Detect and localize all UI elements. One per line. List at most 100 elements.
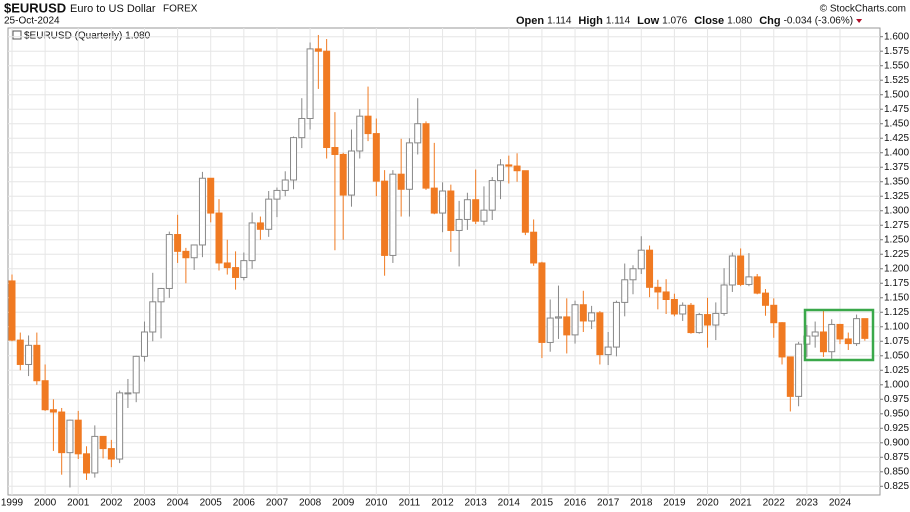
y-tick-label: 1.150: [884, 292, 909, 303]
x-tick-label: 2018: [630, 498, 653, 509]
change-arrow: [856, 19, 863, 23]
y-tick-label: 0.850: [884, 466, 909, 477]
x-tick-label: 2001: [67, 498, 90, 509]
x-tick-label: 1999: [1, 498, 24, 509]
candle-body: [430, 187, 438, 214]
candle-body: [149, 301, 157, 333]
y-tick-label: 0.925: [884, 423, 909, 434]
candle-body: [455, 218, 463, 231]
summary-label: Close: [694, 15, 724, 27]
x-tick-label: 2000: [34, 498, 57, 509]
y-tick-label: 1.200: [884, 263, 909, 274]
x-tick-label: 2016: [564, 498, 587, 509]
candle-body: [83, 453, 91, 474]
candle-body: [256, 222, 264, 230]
candle-body: [356, 115, 364, 152]
candle-body: [207, 177, 215, 214]
candle-body: [364, 115, 372, 135]
candle-body: [107, 448, 115, 460]
y-tick-label: 1.550: [884, 60, 909, 71]
candle-body: [853, 318, 861, 345]
candle-body: [339, 153, 347, 196]
y-tick-label: 1.575: [884, 46, 909, 57]
candle-body: [99, 435, 107, 450]
candle-body: [132, 355, 140, 394]
candle-body: [397, 173, 405, 190]
candle-body: [25, 344, 33, 365]
candle-body: [554, 316, 562, 319]
candle-body: [654, 286, 662, 293]
candle-body: [786, 356, 794, 397]
candle-body: [670, 298, 678, 315]
y-tick-label: 0.825: [884, 481, 909, 492]
credit: © StockCharts.com: [820, 4, 906, 15]
summary-value: -0.034 (-3.06%): [784, 16, 853, 27]
y-tick-label: 1.525: [884, 75, 909, 86]
candle-body: [140, 331, 148, 357]
candle-body: [198, 177, 206, 246]
y-tick-label: 1.225: [884, 249, 909, 260]
summary-value: 1.114: [547, 16, 572, 27]
y-tick-label: 1.400: [884, 147, 909, 158]
candle-body: [778, 322, 786, 358]
x-tick-label: 2023: [796, 498, 819, 509]
candle-body: [770, 304, 778, 324]
candle-body: [124, 392, 132, 395]
candle-body: [604, 346, 612, 356]
candle-body: [389, 173, 397, 256]
candle-body: [596, 312, 604, 356]
y-tick-label: 1.000: [884, 379, 909, 390]
candle-body: [513, 165, 521, 172]
y-tick-label: 1.125: [884, 307, 909, 318]
summary-label: High: [578, 15, 603, 27]
legend-icon: [12, 30, 22, 40]
candle-body: [273, 189, 281, 200]
candle-body: [637, 249, 645, 270]
candle-body: [182, 250, 190, 259]
candle-body: [505, 164, 513, 167]
candle-body: [687, 304, 695, 334]
candle-body: [190, 244, 198, 259]
summary-value: 1.080: [727, 16, 752, 27]
candle-body: [811, 331, 819, 337]
x-tick-label: 2014: [498, 498, 521, 509]
y-tick-label: 1.500: [884, 89, 909, 100]
x-tick-label: 2020: [696, 498, 719, 509]
y-tick-label: 1.175: [884, 278, 909, 289]
x-tick-label: 2013: [465, 498, 488, 509]
highlight-box: [803, 308, 875, 362]
candle-body: [74, 419, 82, 455]
candle-body: [828, 323, 836, 353]
y-tick-label: 1.375: [884, 162, 909, 173]
summary: Open 1.114 High 1.114 Low 1.076 Close 1.080 Chg -…: [516, 15, 863, 27]
candle-body: [497, 164, 505, 182]
y-tick-label: 1.425: [884, 133, 909, 144]
candle-body: [588, 312, 596, 322]
candle-body: [745, 276, 753, 285]
y-tick-label: 1.275: [884, 220, 909, 231]
candle-body: [612, 301, 620, 348]
candle-body: [546, 317, 554, 343]
candle-body: [836, 323, 844, 340]
x-tick-label: 2004: [166, 498, 189, 509]
candle-body: [439, 190, 447, 214]
y-tick-label: 0.975: [884, 394, 909, 405]
candle-body: [306, 48, 314, 119]
x-tick-label: 2005: [200, 498, 223, 509]
exchange: FOREX: [163, 4, 198, 15]
y-tick-label: 1.025: [884, 365, 909, 376]
summary-value: 1.076: [662, 16, 687, 27]
candle-body: [16, 339, 24, 365]
x-tick-label: 2006: [233, 498, 256, 509]
candle-body: [695, 314, 703, 334]
y-tick-label: 1.600: [884, 31, 909, 42]
candle-body: [463, 199, 471, 220]
candle-body: [265, 198, 273, 230]
summary-label: Open: [516, 15, 544, 27]
date: 25-Oct-2024: [4, 16, 60, 27]
candle-body: [571, 304, 579, 336]
candle-body: [8, 280, 16, 341]
candle-body: [405, 142, 413, 190]
candle-body: [281, 179, 289, 191]
y-tick-label: 1.300: [884, 205, 909, 216]
